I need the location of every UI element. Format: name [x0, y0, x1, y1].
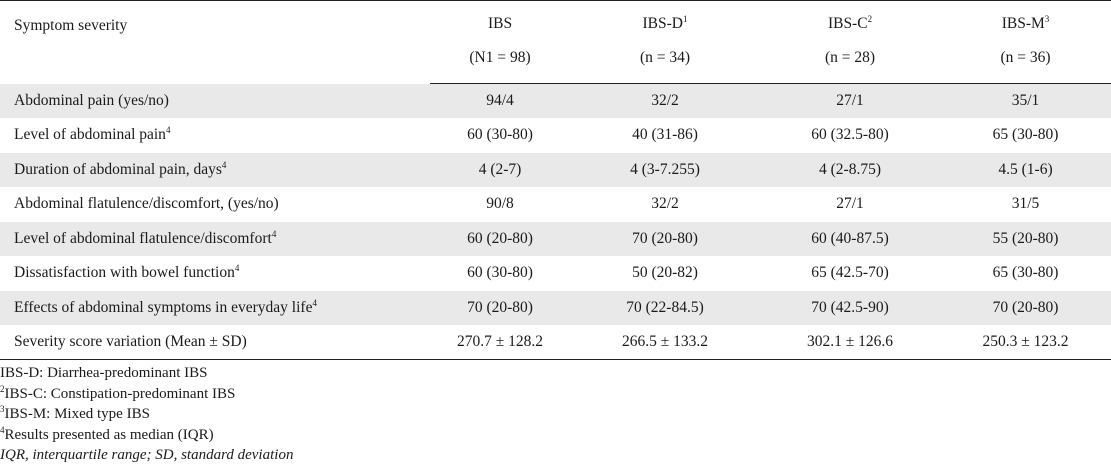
header-ibs: IBS: [430, 0, 570, 47]
row-label: Level of abdominal pain4: [0, 117, 430, 153]
cell-ibs: 60 (30-80): [430, 117, 570, 153]
header-ibs-m-n: (n = 36): [940, 47, 1111, 84]
cell-ibs-d: 32/2: [570, 186, 760, 222]
footnote-ibs-d: IBS-D: Diarrhea-predominant IBS: [0, 365, 208, 381]
cell-ibs-d: 40 (31-86): [570, 117, 760, 153]
cell-ibs-c: 27/1: [760, 83, 940, 118]
row-label: Duration of abdominal pain, days4: [0, 152, 430, 187]
cell-ibs-m: 65 (30-80): [940, 117, 1111, 153]
row-label: Abdominal flatulence/discomfort, (yes/no…: [0, 186, 430, 222]
cell-ibs-d: 266.5 ± 133.2: [570, 324, 760, 360]
table-body: Abdominal pain (yes/no) 94/4 32/2 27/1 3…: [0, 83, 1111, 360]
cell-ibs: 90/8: [430, 186, 570, 222]
cell-ibs-c: 4 (2-8.75): [760, 152, 940, 187]
cell-ibs-c: 27/1: [760, 186, 940, 222]
table-header: Symptom severity IBS IBS-D1 IBS-C2 IBS-M…: [0, 0, 1111, 84]
row-label: Dissatisfaction with bowel function4: [0, 255, 430, 291]
table-row: Duration of abdominal pain, days4 4 (2-7…: [0, 152, 1111, 187]
footnote-ibs-c: 2IBS-C: Constipation-predominant IBS: [0, 383, 236, 402]
cell-ibs-c: 70 (42.5-90): [760, 290, 940, 325]
header-ibs-c: IBS-C2: [760, 0, 940, 47]
table-row: Effects of abdominal symptoms in everyda…: [0, 290, 1111, 325]
cell-ibs-c: 65 (42.5-70): [760, 255, 940, 291]
footnote-abbreviations: IQR, interquartile range; SD, standard d…: [0, 447, 294, 463]
cell-ibs-m: 35/1: [940, 83, 1111, 118]
cell-ibs-d: 70 (22-84.5): [570, 290, 760, 325]
footnote-median-iqr: 4Results presented as median (IQR): [0, 424, 214, 443]
cell-ibs: 70 (20-80): [430, 290, 570, 325]
header-symptom-severity: Symptom severity: [0, 0, 430, 84]
footnote-ibs-m: 3IBS-M: Mixed type IBS: [0, 404, 150, 423]
cell-ibs-m: 4.5 (1-6): [940, 152, 1111, 187]
table-row: Abdominal pain (yes/no) 94/4 32/2 27/1 3…: [0, 83, 1111, 118]
header-ibs-n: (N1 = 98): [430, 47, 570, 84]
header-ibs-d-n: (n = 34): [570, 47, 760, 84]
cell-ibs-m: 55 (20-80): [940, 221, 1111, 256]
cell-ibs-d: 32/2: [570, 83, 760, 118]
cell-ibs-c: 60 (32.5-80): [760, 117, 940, 153]
header-ibs-m: IBS-M3: [940, 0, 1111, 47]
cell-ibs-c: 302.1 ± 126.6: [760, 324, 940, 360]
table-row: Level of abdominal pain4 60 (30-80) 40 (…: [0, 117, 1111, 153]
cell-ibs: 270.7 ± 128.2: [430, 324, 570, 360]
table-row: Abdominal flatulence/discomfort, (yes/no…: [0, 186, 1111, 222]
cell-ibs: 60 (30-80): [430, 255, 570, 291]
table-row: Level of abdominal flatulence/discomfort…: [0, 221, 1111, 256]
cell-ibs-d: 70 (20-80): [570, 221, 760, 256]
table-footnotes: IBS-D: Diarrhea-predominant IBS 2IBS-C: …: [0, 363, 1111, 466]
table-row: Severity score variation (Mean ± SD) 270…: [0, 324, 1111, 360]
cell-ibs: 4 (2-7): [430, 152, 570, 187]
cell-ibs-m: 70 (20-80): [940, 290, 1111, 325]
cell-ibs: 60 (20-80): [430, 221, 570, 256]
cell-ibs-m: 31/5: [940, 186, 1111, 222]
cell-ibs-d: 50 (20-82): [570, 255, 760, 291]
cell-ibs-m: 250.3 ± 123.2: [940, 324, 1111, 360]
symptom-severity-table: Symptom severity IBS IBS-D1 IBS-C2 IBS-M…: [0, 0, 1111, 360]
header-ibs-c-n: (n = 28): [760, 47, 940, 84]
header-ibs-d: IBS-D1: [570, 0, 760, 47]
cell-ibs-d: 4 (3-7.255): [570, 152, 760, 187]
cell-ibs-c: 60 (40-87.5): [760, 221, 940, 256]
row-label: Level of abdominal flatulence/discomfort…: [0, 221, 430, 256]
row-label: Effects of abdominal symptoms in everyda…: [0, 290, 430, 325]
row-label: Severity score variation (Mean ± SD): [0, 324, 430, 360]
cell-ibs-m: 65 (30-80): [940, 255, 1111, 291]
cell-ibs: 94/4: [430, 83, 570, 118]
table-row: Dissatisfaction with bowel function4 60 …: [0, 255, 1111, 291]
row-label: Abdominal pain (yes/no): [0, 83, 430, 118]
